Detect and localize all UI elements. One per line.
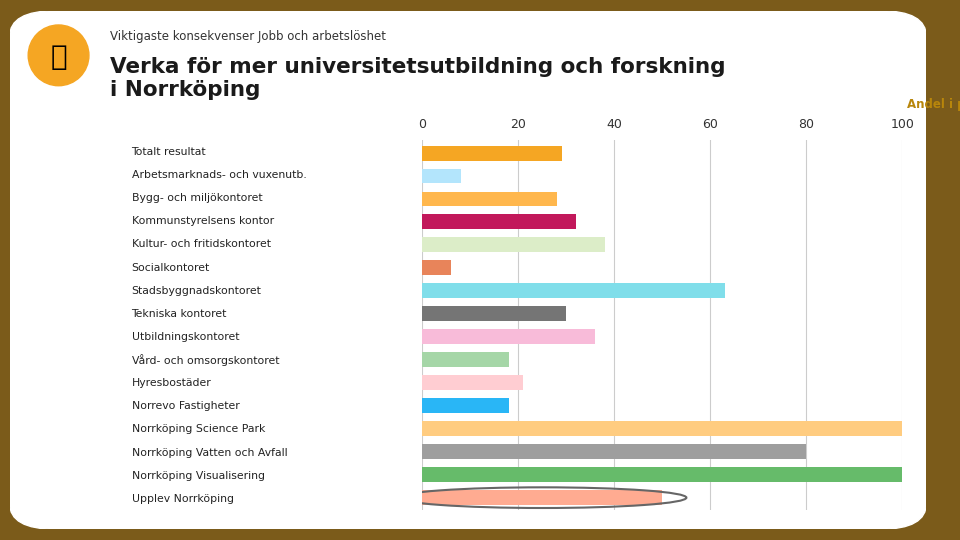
- Text: Upplev Norrköping: Upplev Norrköping: [132, 494, 233, 504]
- Bar: [422, 352, 509, 367]
- Bar: [422, 192, 557, 206]
- Bar: [422, 260, 451, 275]
- Circle shape: [28, 25, 89, 86]
- Text: Norrköping Science Park: Norrköping Science Park: [132, 424, 265, 434]
- Text: Norrköping Vatten och Avfall: Norrköping Vatten och Avfall: [132, 448, 287, 457]
- Bar: [422, 168, 461, 184]
- Text: Totalt resultat: Totalt resultat: [132, 147, 206, 157]
- Text: Viktigaste konsekvenser Jobb och arbetslöshet: Viktigaste konsekvenser Jobb och arbetsl…: [110, 30, 386, 43]
- FancyBboxPatch shape: [10, 11, 926, 529]
- Text: 💼: 💼: [50, 43, 67, 71]
- Text: Verka för mer universitetsutbildning och forskning
i Norrköping: Verka för mer universitetsutbildning och…: [110, 57, 726, 100]
- Bar: [422, 467, 902, 482]
- Text: Kommunstyrelsens kontor: Kommunstyrelsens kontor: [132, 217, 274, 226]
- Text: Andel i procent: Andel i procent: [907, 98, 960, 111]
- Text: Norrköping Visualisering: Norrköping Visualisering: [132, 471, 265, 481]
- Text: Kultur- och fritidskontoret: Kultur- och fritidskontoret: [132, 239, 271, 249]
- Text: Bygg- och miljökontoret: Bygg- och miljökontoret: [132, 193, 262, 203]
- Bar: [422, 284, 725, 299]
- Bar: [422, 306, 566, 321]
- Bar: [422, 375, 523, 390]
- Text: Socialkontoret: Socialkontoret: [132, 262, 210, 273]
- Bar: [422, 238, 605, 252]
- Text: Arbetsmarknads- och vuxenutb.: Arbetsmarknads- och vuxenutb.: [132, 170, 306, 180]
- Text: Utbildningskontoret: Utbildningskontoret: [132, 332, 239, 342]
- Text: Vård- och omsorgskontoret: Vård- och omsorgskontoret: [132, 354, 279, 366]
- Bar: [422, 490, 662, 505]
- Bar: [422, 399, 509, 413]
- Bar: [422, 329, 595, 345]
- Text: Stadsbyggnadskontoret: Stadsbyggnadskontoret: [132, 286, 261, 296]
- Text: Norrevo Fastigheter: Norrevo Fastigheter: [132, 401, 239, 411]
- Text: Hyresbostäder: Hyresbostäder: [132, 378, 211, 388]
- Bar: [422, 421, 902, 436]
- Text: Tekniska kontoret: Tekniska kontoret: [132, 309, 227, 319]
- Bar: [422, 444, 806, 459]
- Bar: [422, 146, 562, 160]
- Bar: [422, 214, 576, 230]
